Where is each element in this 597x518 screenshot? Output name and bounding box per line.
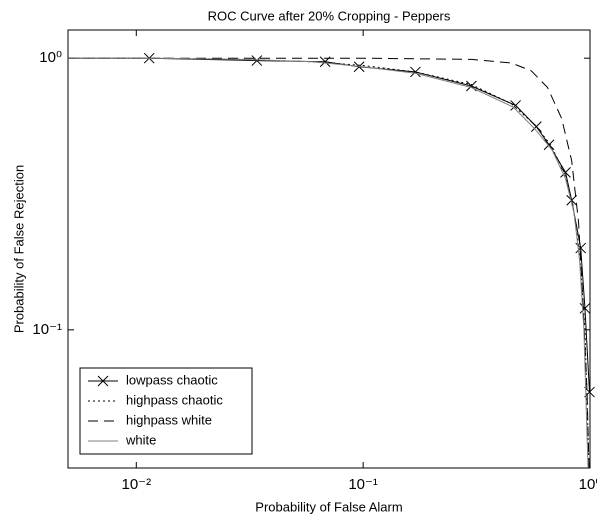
marker bbox=[510, 100, 521, 111]
legend-label: highpass white bbox=[126, 412, 212, 427]
legend-label: lowpass chaotic bbox=[126, 372, 218, 387]
marker bbox=[251, 55, 263, 66]
y-tick-label: 10⁻¹ bbox=[32, 321, 62, 338]
legend-box bbox=[79, 367, 253, 455]
x-tick-label: 10⁻¹ bbox=[348, 476, 378, 493]
x-tick-label: 10⁻² bbox=[121, 476, 151, 493]
chart-title: ROC Curve after 20% Cropping - Peppers bbox=[208, 8, 451, 23]
series-line bbox=[68, 57, 590, 468]
marker bbox=[410, 66, 421, 78]
legend-label: white bbox=[125, 432, 156, 447]
y-axis-label: Probability of False Rejection bbox=[11, 165, 26, 333]
marker bbox=[579, 302, 591, 314]
marker bbox=[530, 121, 542, 132]
marker bbox=[560, 166, 571, 178]
x-tick-label: 10⁰ bbox=[579, 476, 597, 493]
legend-label: highpass chaotic bbox=[126, 392, 223, 407]
series-line bbox=[68, 57, 589, 468]
y-tick-label: 10⁰ bbox=[39, 49, 62, 66]
x-axis-label: Probability of False Alarm bbox=[255, 499, 402, 514]
plot-frame bbox=[67, 29, 591, 469]
marker bbox=[97, 375, 109, 387]
